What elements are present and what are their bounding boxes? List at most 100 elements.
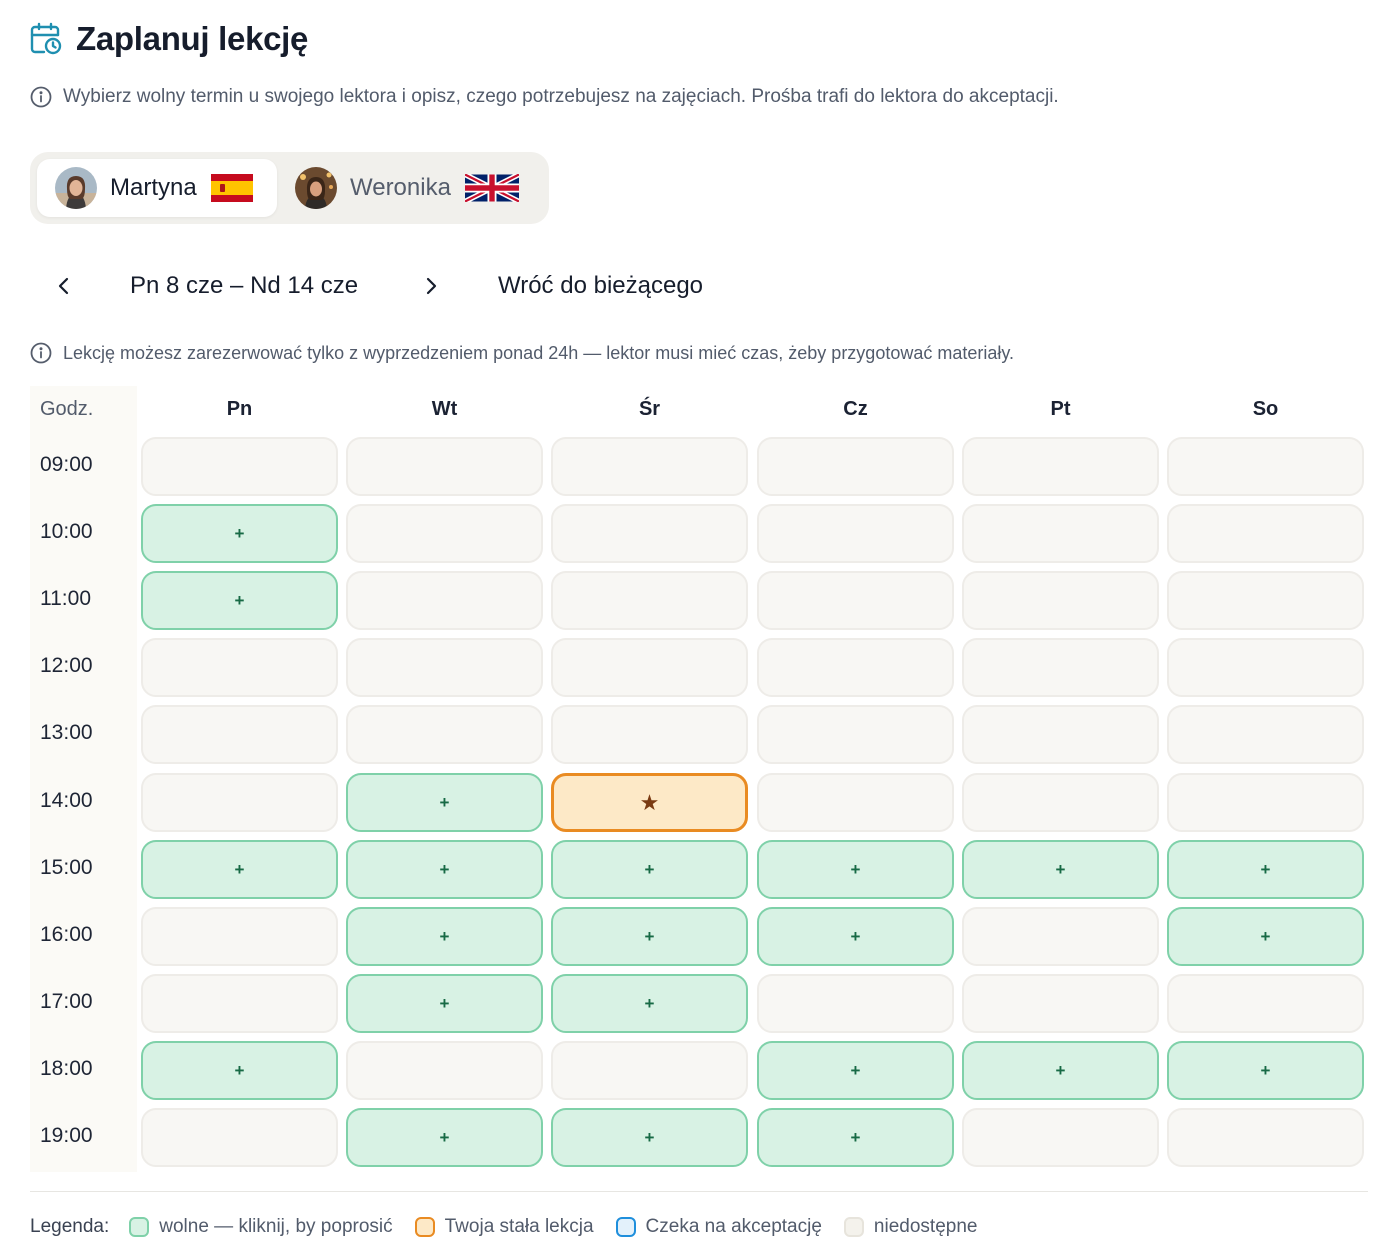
hour-label: 13:00 [40, 721, 93, 744]
slot-free[interactable]: + [962, 1041, 1159, 1100]
unavailable-swatch [843, 1217, 864, 1237]
legend-item-fixed: Twoja stała lekcja [414, 1216, 594, 1238]
slot-unavailable [962, 705, 1159, 764]
uk-flag-icon [464, 174, 519, 202]
slot-unavailable [551, 705, 748, 764]
slot-unavailable [346, 437, 543, 496]
legend-label: wolne — kliknij, by poprosić [159, 1216, 393, 1237]
chevron-left-icon [58, 277, 69, 295]
slot-unavailable [141, 705, 338, 764]
slot-free[interactable]: + [551, 840, 748, 899]
intro-note: Wybierz wolny termin u swojego lektora i… [30, 86, 1059, 108]
slot-free[interactable]: + [757, 1041, 954, 1100]
tutor-tab-weronika[interactable]: Weronika [277, 159, 539, 217]
slot-free[interactable]: + [346, 974, 543, 1033]
previous-week-button[interactable] [44, 266, 84, 306]
hour-label: 10:00 [40, 520, 93, 543]
slot-free[interactable]: + [346, 1108, 543, 1167]
back-to-current-week-button[interactable]: Wróć do bieżącego [498, 272, 704, 299]
slot-unavailable [962, 437, 1159, 496]
slot-unavailable [1167, 705, 1364, 764]
slot-unavailable [551, 437, 748, 496]
next-week-button[interactable] [411, 266, 451, 306]
slot-free[interactable]: + [141, 840, 338, 899]
slot-free[interactable]: + [141, 571, 338, 630]
day-header: Śr [638, 398, 661, 420]
slot-unavailable [962, 907, 1159, 966]
slot-unavailable [1167, 773, 1364, 832]
slot-free[interactable]: + [962, 840, 1159, 899]
fixed-swatch [414, 1217, 435, 1237]
slot-unavailable [346, 1041, 543, 1100]
slot-free[interactable]: + [141, 504, 338, 563]
slot-unavailable [757, 571, 954, 630]
hour-label: 12:00 [40, 654, 93, 677]
legend-item-pending: Czeka na akceptację [615, 1216, 822, 1238]
day-header: So [1252, 398, 1279, 420]
legend-item-unavailable: niedostępne [843, 1216, 977, 1238]
slot-unavailable [757, 773, 954, 832]
slot-free[interactable]: + [551, 907, 748, 966]
hour-label: 09:00 [40, 453, 93, 476]
page-title: Zaplanuj lekcję [76, 20, 309, 57]
slot-unavailable [141, 1108, 338, 1167]
slot-unavailable [141, 638, 338, 697]
slot-free[interactable]: + [757, 840, 954, 899]
slot-unavailable [962, 974, 1159, 1033]
slot-free[interactable]: + [141, 1041, 338, 1100]
hour-label: 14:00 [40, 789, 93, 812]
intro-text: Wybierz wolny termin u swojego lektora i… [63, 86, 1059, 107]
avatar [55, 167, 97, 209]
slot-free[interactable]: + [551, 974, 748, 1033]
pending-swatch [615, 1217, 636, 1237]
hour-label: 18:00 [40, 1057, 93, 1080]
hours-header: Godz. [40, 398, 94, 420]
slot-unavailable [141, 907, 338, 966]
slot-unavailable [757, 437, 954, 496]
day-header: Pn [226, 398, 253, 420]
slot-free[interactable]: + [757, 907, 954, 966]
slot-unavailable [1167, 1108, 1364, 1167]
slot-free[interactable]: + [1167, 907, 1364, 966]
tutor-name: Weronika [350, 174, 451, 201]
booking-note: Lekcję możesz zarezerwować tylko z wyprz… [30, 342, 1014, 364]
avatar [295, 167, 337, 209]
slot-free[interactable]: + [346, 840, 543, 899]
slot-free[interactable]: + [1167, 840, 1364, 899]
slot-free[interactable]: + [346, 773, 543, 832]
slot-unavailable [551, 1041, 748, 1100]
week-navigation: Pn 8 cze – Nd 14 cze Wróć do bieżącego [30, 262, 750, 312]
slot-unavailable [757, 974, 954, 1033]
spain-flag-icon [210, 174, 253, 202]
calendar-clock-icon [30, 22, 62, 56]
chevron-right-icon [426, 277, 437, 295]
slot-unavailable [757, 638, 954, 697]
slot-unavailable [757, 705, 954, 764]
tutor-tab-martyna[interactable]: Martyna [37, 159, 277, 217]
slot-unavailable [346, 504, 543, 563]
page-header: Zaplanuj lekcję [30, 18, 308, 60]
slot-free[interactable]: + [551, 1108, 748, 1167]
day-header: Wt [431, 398, 458, 420]
day-header: Cz [843, 398, 868, 420]
tutor-name: Martyna [110, 174, 197, 201]
legend-label: Twoja stała lekcja [444, 1216, 594, 1237]
slot-unavailable [141, 773, 338, 832]
slot-unavailable [962, 638, 1159, 697]
slot-free[interactable]: + [1167, 1041, 1364, 1100]
hour-label: 15:00 [40, 856, 93, 879]
slot-unavailable [1167, 437, 1364, 496]
week-range: Pn 8 cze – Nd 14 cze [130, 272, 359, 299]
slot-free[interactable]: + [346, 907, 543, 966]
slot-free[interactable]: + [757, 1108, 954, 1167]
free-swatch [129, 1217, 150, 1237]
legend-title: Legenda: [30, 1216, 110, 1237]
slot-fixed[interactable]: ★ [551, 773, 748, 832]
slot-unavailable [346, 571, 543, 630]
hour-label: 11:00 [40, 587, 91, 610]
slot-unavailable [1167, 638, 1364, 697]
slot-unavailable [551, 638, 748, 697]
tutor-switcher: Martyna Weronika [30, 152, 549, 224]
slot-unavailable [1167, 974, 1364, 1033]
hour-label: 19:00 [40, 1124, 93, 1147]
